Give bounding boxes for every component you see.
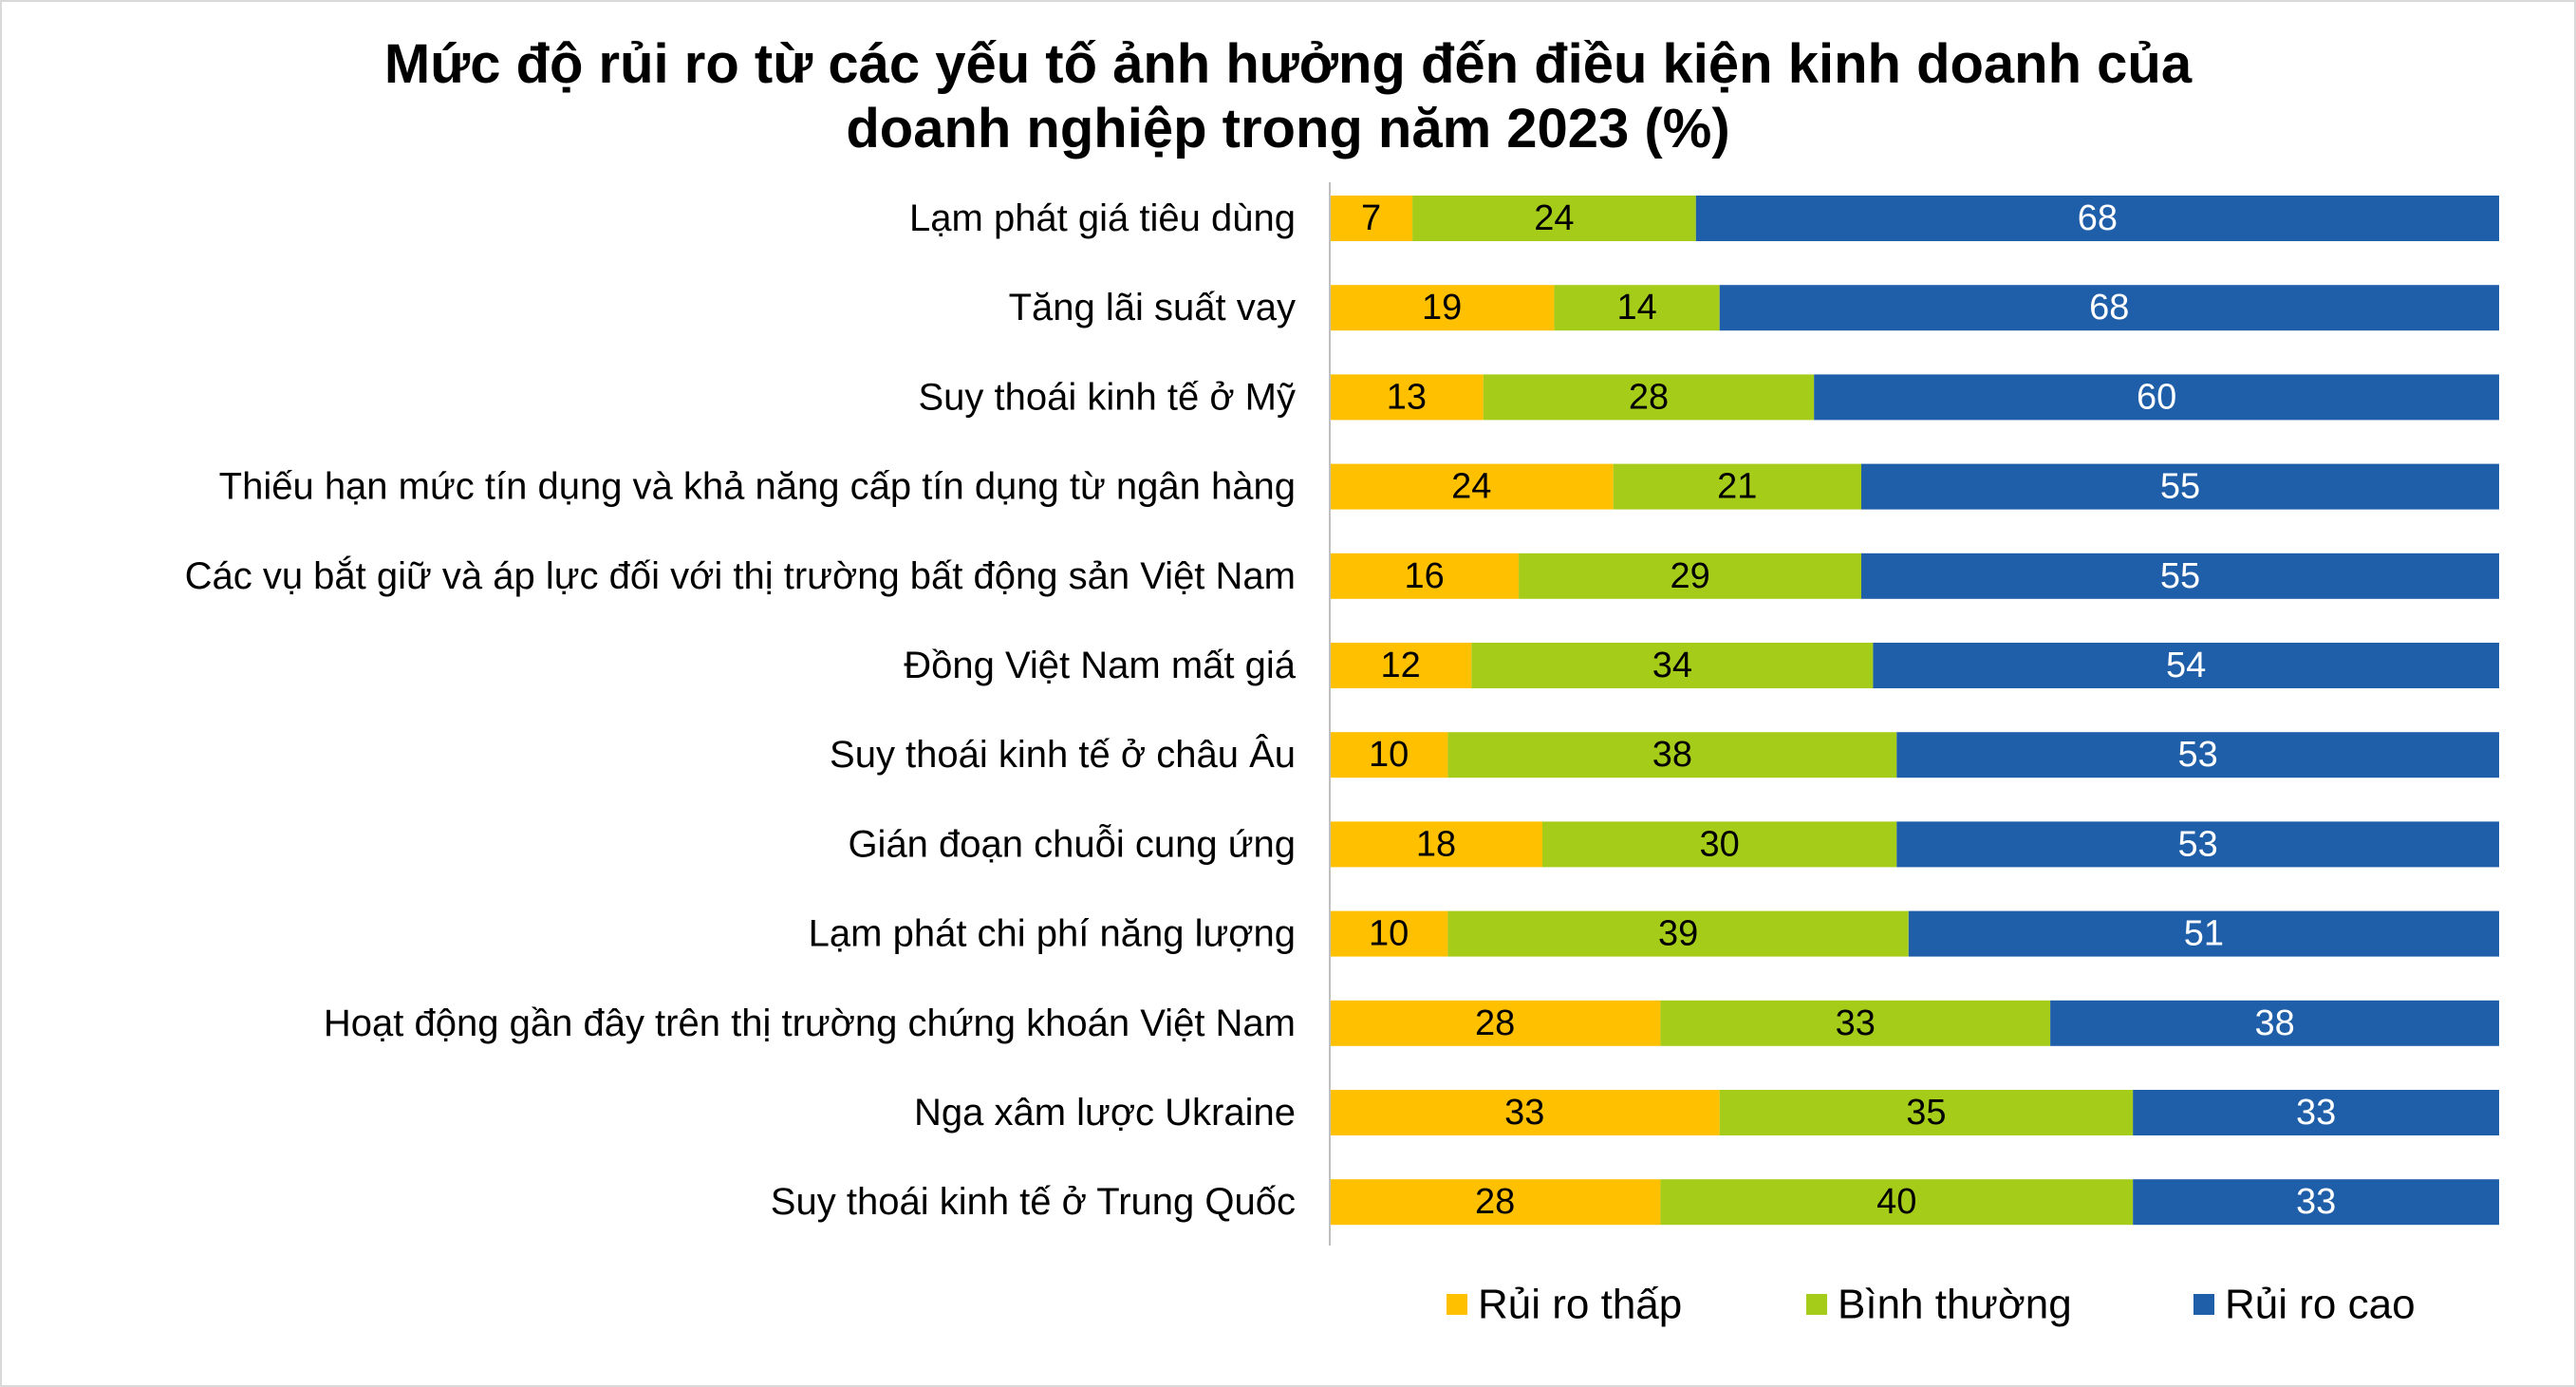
data-label: 55 (2160, 556, 2200, 596)
category-label: Suy thoái kinh tế ở Mỹ (918, 376, 1296, 418)
bar-segment (2133, 1179, 2499, 1226)
data-label: 33 (1836, 1003, 1876, 1043)
bar-segment (1330, 463, 1614, 510)
data-label: 28 (1629, 377, 1669, 417)
data-label: 33 (2296, 1093, 2336, 1133)
data-label: 13 (1387, 377, 1427, 417)
bar-segment (1908, 910, 2499, 957)
data-label: 38 (2254, 1003, 2294, 1043)
data-label: 18 (1416, 824, 1456, 864)
bar-segment (1330, 1179, 1661, 1226)
data-label: 54 (2166, 646, 2206, 685)
bars-layer: 7 24 68 19 14 68 13 28 60 24 21 55 16 29 55 12 34 54 10 38 5… (1330, 196, 2499, 1226)
data-label: 24 (1534, 198, 1574, 238)
legend-label: Bình thường (1838, 1282, 2072, 1328)
category-label: Suy thoái kinh tế ở châu Âu (830, 733, 1296, 776)
bar-segment (1330, 374, 1484, 421)
bar-segment (1330, 553, 1520, 599)
data-label: 19 (1422, 288, 1462, 328)
data-label: 21 (1717, 467, 1757, 507)
data-label: 28 (1475, 1182, 1515, 1222)
bar-segment (1554, 285, 1720, 331)
legend-swatch (1447, 1294, 1467, 1315)
bar-segment (1330, 1090, 1720, 1135)
bar-segment (1330, 285, 1555, 331)
category-label: Tăng lãi suất vay (1009, 287, 1296, 328)
legend-label: Rủi ro thấp (1478, 1282, 1682, 1328)
bar-segment (1873, 643, 2499, 688)
category-label: Các vụ bắt giữ và áp lực đối với thị trư… (185, 554, 1296, 597)
category-label: Lạm phát giá tiêu dùng (909, 197, 1296, 239)
bar-segment (1896, 732, 2499, 778)
bar-segment (1519, 553, 1861, 599)
data-label: 40 (1876, 1182, 1916, 1222)
category-labels: Lạm phát giá tiêu dùng Tăng lãi suất vay S… (185, 197, 1297, 1223)
legend: Rủi ro thấp Bình thường Rủi ro cao (1447, 1282, 2416, 1328)
legend-swatch (1806, 1294, 1827, 1315)
data-label: 53 (2178, 735, 2218, 775)
legend-label: Rủi ro cao (2225, 1282, 2416, 1328)
data-label: 10 (1369, 735, 1409, 775)
data-label: 14 (1616, 288, 1656, 328)
bar-segment (1896, 821, 2499, 868)
bar-segment (1719, 285, 2499, 331)
bar-segment (1330, 1000, 1661, 1046)
bar-segment (1695, 196, 2499, 241)
data-label: 10 (1369, 914, 1409, 954)
bar-segment (1861, 553, 2499, 599)
data-label: 33 (2296, 1182, 2336, 1222)
data-label: 38 (1652, 735, 1692, 775)
category-label: Nga xâm lược Ukraine (914, 1092, 1296, 1134)
category-label: Suy thoái kinh tế ở Trung Quốc (771, 1181, 1296, 1223)
bar-segment (1660, 1179, 2134, 1226)
bar-segment (1447, 910, 1909, 957)
chart-title-line-2: doanh nghiệp trong năm 2023 (%) (846, 98, 1730, 159)
data-label: 34 (1652, 646, 1692, 685)
chart-title-line-1: Mức độ rủi ro từ các yếu tố ảnh hưởng đế… (383, 33, 2193, 95)
legend-swatch (2193, 1294, 2214, 1315)
data-label: 60 (2137, 377, 2176, 417)
bar-segment (1412, 196, 1696, 241)
data-label: 28 (1475, 1003, 1515, 1043)
bar-segment (2050, 1000, 2499, 1046)
bar-segment (1330, 643, 1472, 688)
data-label: 51 (2184, 914, 2224, 954)
bar-segment (1542, 821, 1897, 868)
bar-segment (1447, 732, 1897, 778)
bar-segment (1719, 1090, 2134, 1135)
bar-segment (1330, 910, 1448, 957)
category-label: Đồng Việt Nam mất giá (904, 645, 1297, 686)
data-label: 39 (1658, 914, 1698, 954)
data-label: 33 (1504, 1093, 1544, 1133)
category-label: Gián đoạn chuỗi cung ứng (848, 822, 1296, 865)
bar-segment (2133, 1090, 2499, 1135)
bar-segment (1861, 463, 2499, 510)
bar-segment (1330, 732, 1448, 778)
bar-segment (1660, 1000, 2051, 1046)
bar-segment (1483, 374, 1815, 421)
bar-segment (1471, 643, 1874, 688)
data-label: 24 (1451, 467, 1491, 507)
data-label: 7 (1361, 198, 1381, 238)
category-label: Thiếu hạn mức tín dụng và khả năng cấp t… (219, 466, 1296, 508)
category-label: Hoạt động gần đây trên thị trường chứng … (324, 1003, 1296, 1044)
bar-segment (1330, 196, 1413, 241)
data-label: 68 (2089, 288, 2129, 328)
bar-segment (1613, 463, 1861, 510)
data-label: 12 (1381, 646, 1421, 685)
data-label: 55 (2160, 467, 2200, 507)
data-label: 16 (1404, 556, 1444, 596)
data-label: 35 (1906, 1093, 1946, 1133)
bar-segment (1330, 821, 1542, 868)
data-label: 68 (2078, 198, 2118, 238)
data-label: 29 (1670, 556, 1709, 596)
data-label: 53 (2178, 824, 2218, 864)
chart-title: Mức độ rủi ro từ các yếu tố ảnh hưởng đế… (142, 32, 2434, 161)
category-label: Lạm phát chi phí năng lượng (809, 913, 1296, 955)
data-label: 30 (1700, 824, 1740, 864)
bar-segment (1814, 374, 2499, 421)
